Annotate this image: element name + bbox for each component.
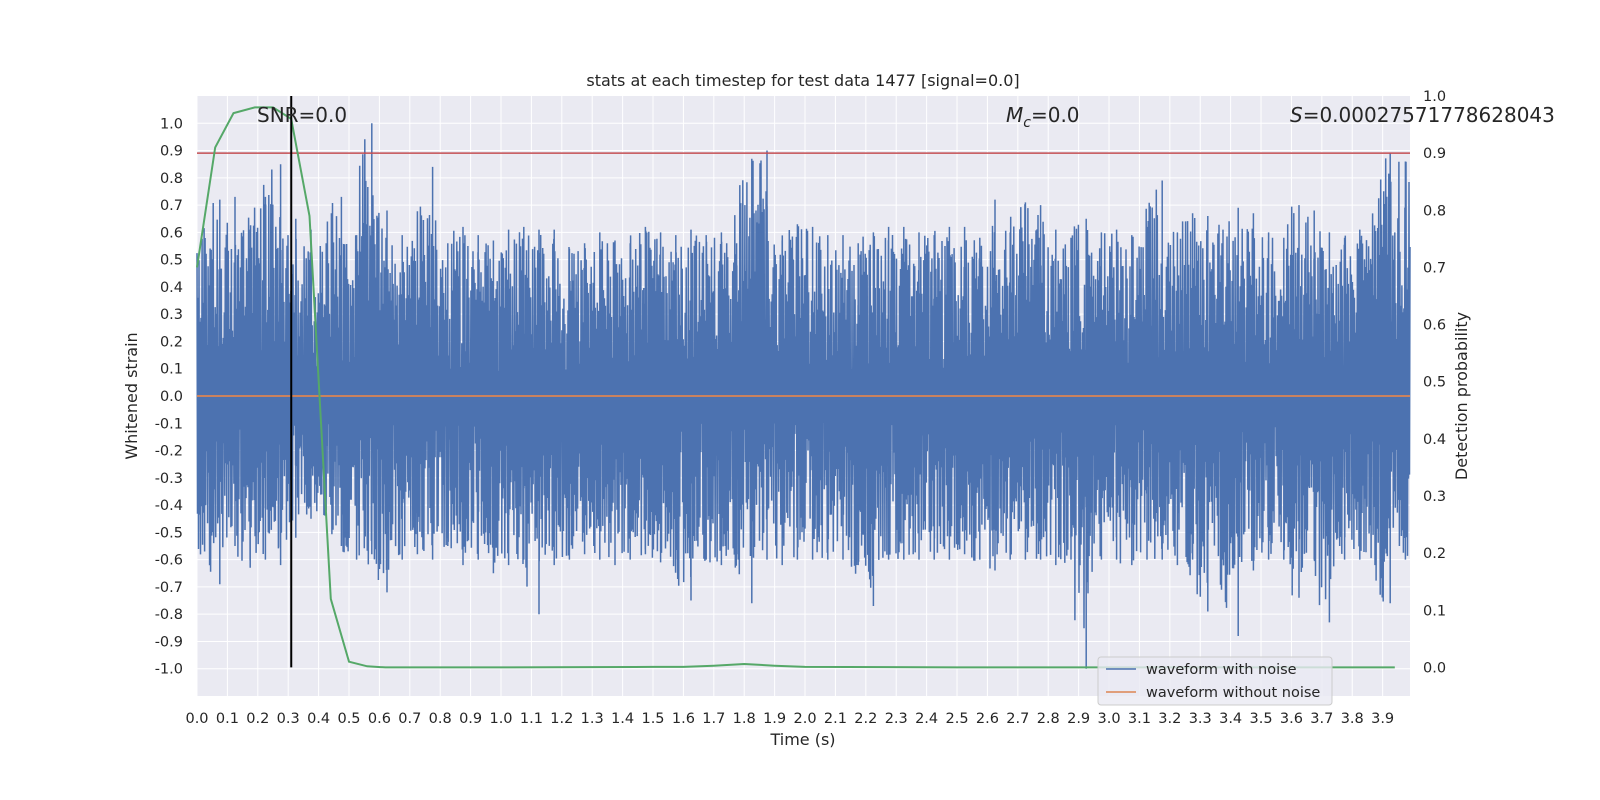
x-tick-label: 3.2 (1158, 711, 1181, 727)
y2-tick-label: 0.0 (1423, 660, 1446, 676)
x-tick-label: 2.0 (793, 711, 816, 727)
y-tick-label: -1.0 (155, 662, 183, 678)
y-tick-label: 1.0 (160, 116, 183, 132)
x-tick-label: 3.7 (1310, 711, 1333, 727)
x-tick-label: 1.7 (702, 711, 725, 727)
y-tick-label: -0.1 (155, 416, 183, 432)
y-tick-label: -0.4 (155, 498, 183, 514)
x-tick-label: 0.6 (368, 711, 391, 727)
y-tick-label: -0.5 (155, 525, 183, 541)
x-tick-label: 0.7 (398, 711, 421, 727)
x-tick-label: 2.5 (945, 711, 968, 727)
x-tick-label: 3.6 (1280, 711, 1303, 727)
x-tick-label: 2.4 (915, 711, 938, 727)
y-tick-label: 0.7 (160, 198, 183, 214)
x-tick-label: 0.5 (337, 711, 360, 727)
x-tick-label: 3.4 (1219, 711, 1242, 727)
x-tick-label: 0.3 (277, 711, 300, 727)
y-tick-label: 0.9 (160, 144, 183, 160)
x-axis-label: Time (s) (769, 730, 835, 749)
x-tick-label: 1.2 (550, 711, 573, 727)
detection-probability-line (196, 106, 1395, 669)
x-tick-label: 0.8 (429, 711, 452, 727)
y-tick-label: -0.6 (155, 553, 183, 569)
y2-tick-label: 0.3 (1423, 489, 1446, 505)
x-tick-label: 2.9 (1067, 711, 1090, 727)
y2-tick-label: 1.0 (1423, 89, 1446, 105)
y-axis-left: 1.0 0.9 0.8 0.7 0.6 0.5 0.4 0.3 0.2 0.1 0.0 -0.1 -0.… (155, 116, 183, 677)
legend-label-clean: waveform without noise (1146, 685, 1320, 701)
y2-tick-label: 0.9 (1423, 146, 1446, 162)
x-tick-label: 3.0 (1097, 711, 1120, 727)
y-tick-label: 0.5 (160, 253, 183, 269)
x-tick-label: 2.1 (824, 711, 847, 727)
annotation-s: S=0.00027571778628043 (1290, 103, 1555, 127)
x-tick-label: 0.1 (216, 711, 239, 727)
y-tick-label: -0.7 (155, 580, 183, 596)
x-tick-label: 2.7 (1006, 711, 1029, 727)
y-tick-label: 0.1 (160, 362, 183, 378)
x-tick-label: 1.4 (611, 711, 634, 727)
x-tick-label: 2.2 (854, 711, 877, 727)
y-tick-label: 0.3 (160, 307, 183, 323)
x-tick-label: 2.8 (1037, 711, 1060, 727)
annotation-mc: Mc=0.0 (1006, 103, 1080, 131)
x-tick-label: 0.2 (246, 711, 269, 727)
y-tick-label: 0.4 (160, 280, 183, 296)
x-tick-label: 0.9 (459, 711, 482, 727)
y2-tick-label: 0.2 (1423, 546, 1446, 562)
y2-tick-label: 0.4 (1423, 432, 1446, 448)
x-tick-label: 3.8 (1341, 711, 1364, 727)
y-axis-right: 1.0 0.9 0.8 0.7 0.6 0.5 0.4 0.3 0.2 0.1 0.0 (1423, 89, 1446, 676)
y-axis-label: Whitened strain (122, 332, 141, 459)
x-tick-label: 1.9 (763, 711, 786, 727)
y-tick-label: -0.9 (155, 634, 183, 650)
y-tick-label: 0.0 (160, 389, 183, 405)
overlays (196, 96, 1410, 669)
x-tick-label: 2.6 (976, 711, 999, 727)
y-tick-label: -0.8 (155, 607, 183, 623)
y2-tick-label: 0.1 (1423, 603, 1446, 619)
x-tick-label: 0.0 (185, 711, 208, 727)
x-tick-label: 3.9 (1371, 711, 1394, 727)
y2-tick-label: 0.8 (1423, 203, 1446, 219)
x-tick-label: 3.5 (1250, 711, 1273, 727)
y2-axis-label: Detection probability (1452, 312, 1471, 480)
y-tick-label: -0.2 (155, 444, 183, 460)
x-tick-label: 1.6 (672, 711, 695, 727)
legend-label-noise: waveform with noise (1146, 662, 1297, 678)
x-tick-label: 1.5 (641, 711, 664, 727)
x-tick-label: 0.4 (307, 711, 330, 727)
legend: waveform with noise waveform without noi… (1097, 656, 1333, 706)
y-tick-label: 0.8 (160, 171, 183, 187)
x-tick-label: 3.3 (1189, 711, 1212, 727)
y2-tick-label: 0.5 (1423, 375, 1446, 391)
x-axis: 0.0 0.1 0.2 0.3 0.4 0.5 0.6 0.7 0.8 0.9 1.0 1.1 1.2 1… (185, 711, 1394, 727)
chart-title: stats at each timestep for test data 147… (586, 71, 1019, 90)
legend-box (1097, 656, 1333, 706)
y2-tick-label: 0.6 (1423, 318, 1446, 334)
annotation-snr: SNR=0.0 (257, 103, 347, 127)
y-tick-label: 0.6 (160, 225, 183, 241)
y2-tick-label: 0.7 (1423, 260, 1446, 276)
x-tick-label: 2.3 (885, 711, 908, 727)
y-tick-label: 0.2 (160, 334, 183, 350)
x-tick-label: 1.8 (733, 711, 756, 727)
x-tick-label: 3.1 (1128, 711, 1151, 727)
x-tick-label: 1.0 (489, 711, 512, 727)
y-tick-label: -0.3 (155, 471, 183, 487)
x-tick-label: 1.1 (520, 711, 543, 727)
x-tick-label: 1.3 (581, 711, 604, 727)
